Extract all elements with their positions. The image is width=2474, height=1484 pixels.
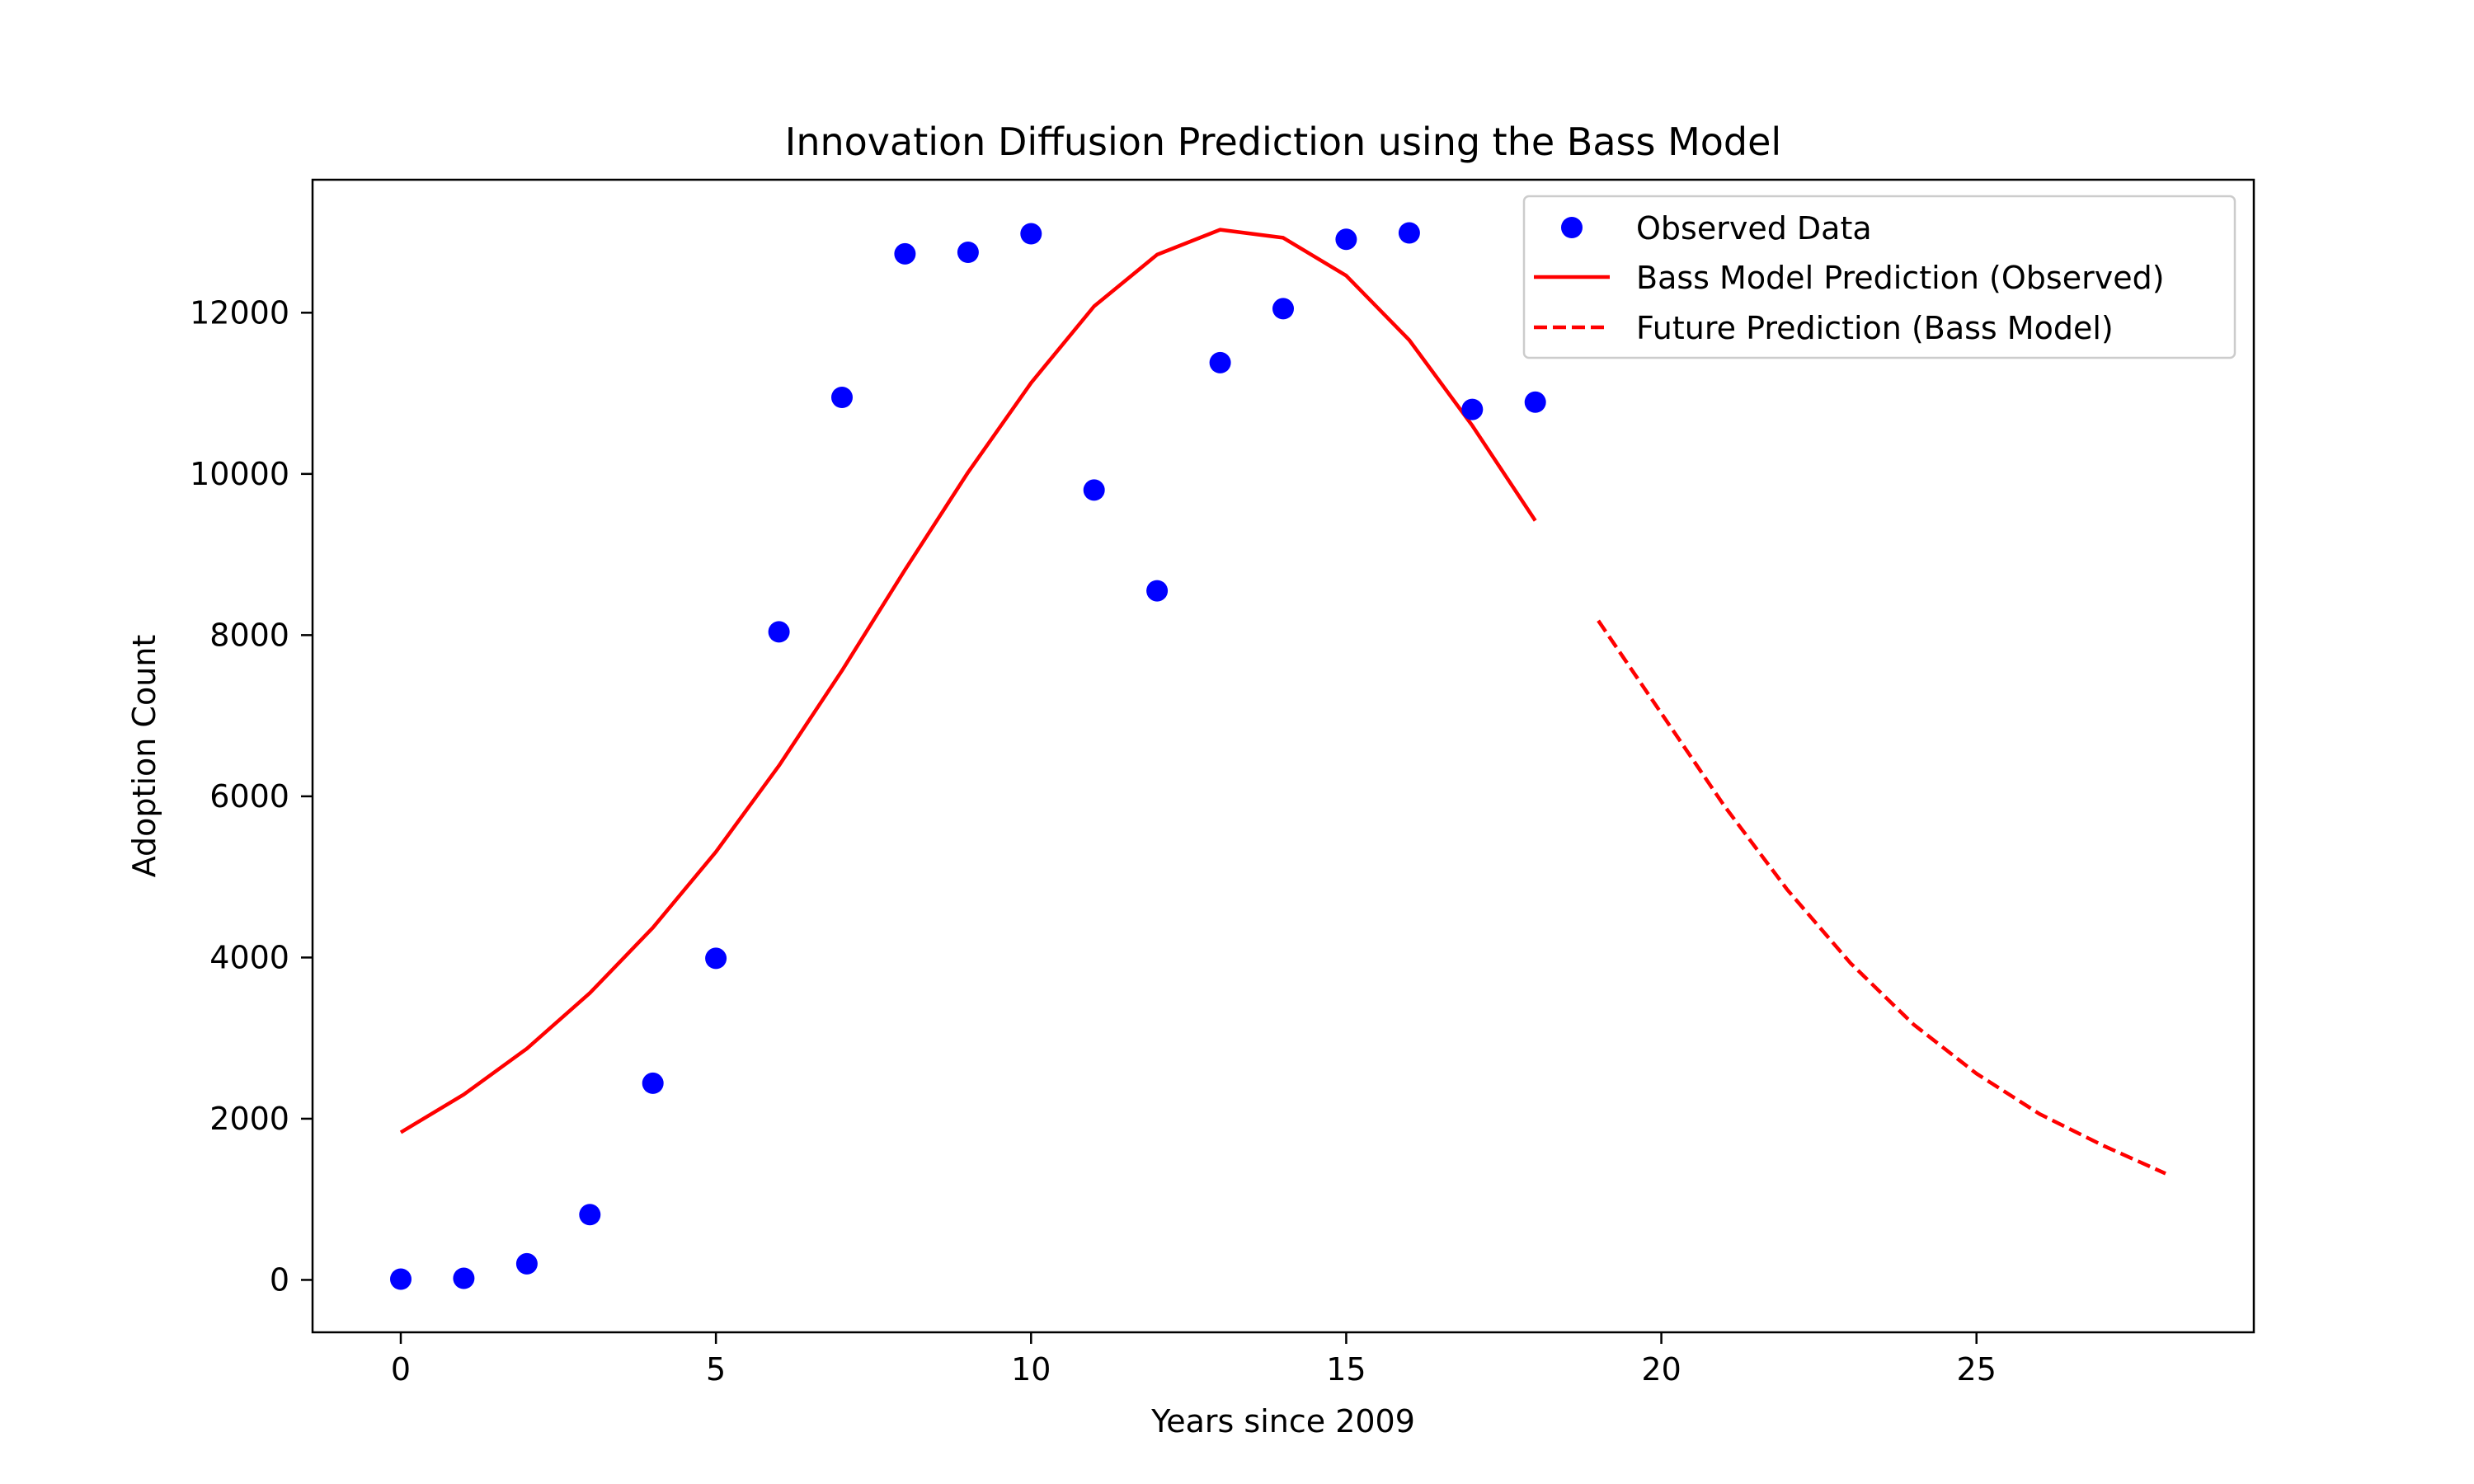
x-axis-label: Years since 2009 — [1150, 1403, 1415, 1439]
observed-data-point — [768, 621, 790, 643]
y-axis-label: Adoption Count — [126, 635, 162, 878]
legend-marker-observed — [1561, 217, 1583, 238]
observed-data-point — [453, 1267, 475, 1289]
observed-data-point — [831, 387, 853, 408]
y-tick-label: 10000 — [190, 456, 289, 492]
legend-label-bass: Bass Model Prediction (Observed) — [1636, 260, 2165, 296]
observed-data-point — [1209, 351, 1231, 373]
observed-data-point — [1083, 479, 1105, 501]
legend: Observed Data Bass Model Prediction (Obs… — [1522, 195, 2236, 359]
legend-label-observed: Observed Data — [1636, 210, 1872, 247]
x-tick-label: 25 — [1957, 1351, 1997, 1388]
observed-data-point — [1461, 398, 1484, 420]
y-tick-label: 2000 — [209, 1101, 289, 1137]
plot-marks — [390, 222, 2166, 1290]
future-prediction-line — [1597, 619, 2166, 1176]
x-axis: 0 5 10 15 20 25 — [391, 1332, 1997, 1388]
observed-data-point — [1524, 391, 1546, 413]
observed-data-point — [579, 1204, 601, 1226]
x-tick-label: 5 — [706, 1351, 726, 1388]
y-axis: 0 2000 4000 6000 8000 10000 12000 — [190, 294, 313, 1298]
observed-data-point — [894, 242, 916, 265]
y-tick-label: 6000 — [209, 778, 289, 815]
observed-data-point — [957, 242, 979, 263]
x-tick-label: 15 — [1326, 1351, 1366, 1388]
observed-data-point — [1272, 298, 1294, 320]
y-tick-label: 0 — [270, 1261, 289, 1298]
x-tick-label: 0 — [391, 1351, 411, 1388]
y-tick-label: 8000 — [209, 617, 289, 653]
observed-data-point — [1020, 223, 1042, 245]
y-tick-label: 4000 — [209, 939, 289, 975]
chart-title: Innovation Diffusion Prediction using th… — [785, 120, 1781, 164]
x-tick-label: 10 — [1011, 1351, 1051, 1388]
observed-data-point — [705, 947, 727, 970]
x-tick-label: 20 — [1641, 1351, 1681, 1388]
observed-data-point — [1146, 580, 1169, 602]
plot-frame — [311, 178, 2255, 1334]
legend-label-future: Future Prediction (Bass Model) — [1636, 310, 2114, 346]
observed-data-point — [1398, 222, 1420, 244]
observed-data-point — [390, 1268, 412, 1290]
observed-data-point — [642, 1072, 664, 1094]
observed-data-point — [1335, 228, 1357, 251]
legend-box — [1522, 195, 2236, 359]
y-tick-label: 12000 — [190, 294, 289, 331]
bass-model-line — [399, 228, 1537, 1134]
observed-data-point — [515, 1252, 538, 1275]
